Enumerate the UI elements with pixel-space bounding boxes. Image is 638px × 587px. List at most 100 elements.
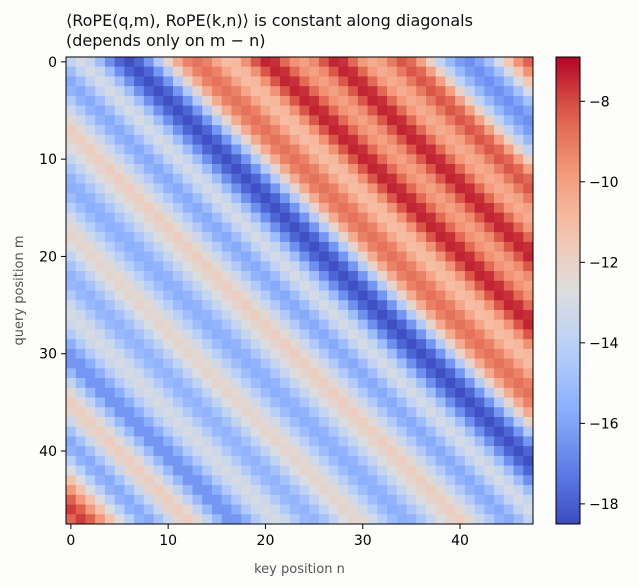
heatmap-cell — [299, 271, 310, 282]
x-tick-label: 40 — [451, 533, 469, 549]
heatmap-cell — [387, 426, 398, 437]
heatmap-cell — [182, 514, 193, 525]
heatmap-cell — [503, 436, 514, 447]
heatmap-cell — [231, 86, 242, 97]
heatmap-cell — [387, 358, 398, 369]
heatmap-cell — [318, 105, 330, 116]
heatmap-cell — [143, 241, 154, 252]
heatmap-cell — [114, 271, 125, 282]
heatmap-cell — [270, 125, 281, 136]
heatmap-cell — [455, 86, 466, 97]
heatmap-cell — [260, 446, 271, 457]
heatmap-cell — [202, 358, 213, 369]
heatmap-cell — [484, 173, 495, 184]
heatmap-cell — [270, 407, 281, 418]
heatmap-cell — [513, 280, 524, 291]
heatmap-cell — [104, 300, 116, 311]
heatmap-cell — [348, 251, 359, 262]
heatmap-cell — [299, 125, 310, 136]
heatmap-cell — [299, 280, 310, 291]
heatmap-cell — [124, 134, 135, 145]
heatmap-cell — [134, 76, 145, 87]
heatmap-cell — [474, 387, 485, 398]
heatmap-cell — [299, 436, 310, 447]
heatmap-cell — [338, 475, 349, 486]
heatmap-cell — [241, 241, 252, 252]
heatmap-cell — [445, 300, 456, 311]
heatmap-cell — [114, 222, 125, 233]
heatmap-cell — [289, 407, 300, 418]
heatmap-cell — [523, 105, 534, 116]
heatmap-cell — [202, 76, 213, 87]
heatmap-cell — [455, 251, 466, 262]
heatmap-cell — [396, 280, 407, 291]
heatmap-cell — [474, 494, 485, 505]
heatmap-cell — [182, 95, 193, 107]
heatmap-cell — [299, 212, 310, 223]
heatmap-cell — [134, 183, 145, 194]
heatmap-cell — [523, 86, 534, 97]
heatmap-cell — [143, 319, 154, 330]
heatmap-cell — [192, 144, 203, 155]
heatmap-cell — [202, 183, 213, 194]
heatmap-cell — [357, 494, 369, 505]
heatmap-cell — [231, 475, 242, 486]
heatmap-cell — [474, 280, 485, 291]
heatmap-cell — [299, 426, 310, 437]
heatmap-cell — [309, 212, 320, 223]
heatmap-cell — [464, 251, 476, 262]
heatmap-cell — [396, 465, 407, 476]
heatmap-cell — [348, 76, 359, 87]
heatmap-cell — [134, 368, 145, 379]
heatmap-cell — [66, 86, 77, 97]
heatmap-cell — [484, 504, 495, 515]
heatmap-cell — [289, 416, 300, 428]
heatmap-cell — [124, 115, 135, 126]
heatmap-cell — [270, 232, 281, 243]
heatmap-cell — [377, 514, 388, 525]
heatmap-cell — [280, 485, 291, 496]
heatmap-cell — [192, 125, 203, 136]
heatmap-cell — [260, 57, 271, 68]
heatmap-cell — [425, 309, 437, 321]
heatmap-cell — [523, 455, 534, 467]
heatmap-cell — [250, 134, 261, 145]
heatmap-cell — [270, 368, 281, 379]
heatmap-cell — [66, 125, 77, 136]
heatmap-cell — [406, 309, 417, 321]
heatmap-cell — [66, 232, 77, 243]
heatmap-cell — [523, 164, 534, 175]
heatmap-cell — [425, 494, 437, 505]
heatmap-cell — [143, 348, 154, 360]
heatmap-cell — [134, 416, 145, 428]
heatmap-cell — [241, 494, 252, 505]
heatmap-cell — [202, 290, 213, 301]
heatmap-cell — [348, 271, 359, 282]
heatmap-cell — [153, 66, 164, 77]
heatmap-cell — [309, 368, 320, 379]
heatmap-cell — [416, 378, 427, 389]
heatmap-cell — [211, 86, 223, 97]
heatmap-cell — [299, 319, 310, 330]
heatmap-cell — [328, 76, 339, 87]
heatmap-cell — [163, 241, 174, 252]
heatmap-cell — [484, 154, 495, 165]
heatmap-cell — [211, 339, 223, 350]
heatmap-cell — [464, 57, 476, 68]
heatmap-cell — [134, 105, 145, 116]
heatmap-cell — [75, 319, 86, 330]
heatmap-cell — [396, 251, 407, 262]
heatmap-cell — [523, 125, 534, 136]
heatmap-cell — [435, 164, 446, 175]
heatmap-cell — [406, 319, 417, 330]
y-tick-label: 20 — [39, 249, 57, 265]
heatmap-cell — [182, 212, 193, 223]
heatmap-cell — [192, 115, 203, 126]
heatmap-cell — [494, 66, 505, 77]
heatmap-cell — [328, 446, 339, 457]
heatmap-cell — [396, 348, 407, 360]
heatmap-cell — [377, 397, 388, 408]
heatmap-cell — [270, 416, 281, 428]
heatmap-cell — [134, 426, 145, 437]
